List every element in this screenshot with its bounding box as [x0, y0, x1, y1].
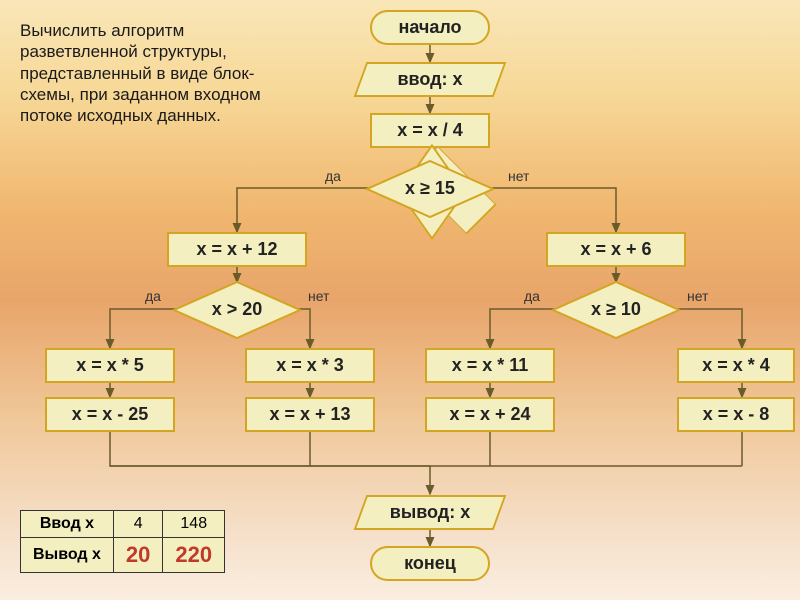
table-header-output: Вывод x	[21, 538, 114, 573]
process-div4: x = x / 4	[370, 113, 490, 148]
edge-label-dright-yes: да	[524, 288, 540, 304]
edge-label-dleft-yes: да	[145, 288, 161, 304]
process-r-no-mul4: x = x * 4	[677, 348, 795, 383]
edge-label-dright-no: нет	[687, 288, 708, 304]
process-left-add12: x = x + 12	[167, 232, 307, 267]
io-output: вывод: x	[354, 495, 507, 530]
process-r-no-sub8: x = x - 8	[677, 397, 795, 432]
terminator-end: конец	[370, 546, 490, 581]
process-r-yes-mul11: x = x * 11	[425, 348, 555, 383]
table-cell-output: 20	[113, 538, 162, 573]
process-l-no-mul3: x = x * 3	[245, 348, 375, 383]
table-cell: 148	[163, 511, 225, 538]
table-row: Ввод x 4 148	[21, 511, 225, 538]
decision-x-ge-10-shape	[551, 280, 681, 340]
results-table: Ввод x 4 148 Вывод x 20 220	[20, 510, 225, 573]
task-description: Вычислить алгоритм разветвленной структу…	[20, 20, 280, 126]
process-l-no-add13: x = x + 13	[245, 397, 375, 432]
flowchart-canvas: Вычислить алгоритм разветвленной структу…	[0, 0, 800, 600]
io-input-label: ввод: x	[362, 64, 498, 95]
process-r-yes-add24: x = x + 24	[425, 397, 555, 432]
io-input: ввод: x	[354, 62, 507, 97]
edge-label-d1-yes: да	[325, 168, 341, 184]
terminator-start: начало	[370, 10, 490, 45]
decision-x-ge-15-shape	[365, 159, 495, 219]
process-l-yes-mul5: x = x * 5	[45, 348, 175, 383]
table-header-input: Ввод x	[21, 511, 114, 538]
io-output-label: вывод: x	[362, 497, 498, 528]
table-row: Вывод x 20 220	[21, 538, 225, 573]
decision-x-gt-20-shape	[172, 280, 302, 340]
edge-label-d1-no: нет	[508, 168, 529, 184]
table-cell: 4	[113, 511, 162, 538]
edge-label-dleft-no: нет	[308, 288, 329, 304]
table-cell-output: 220	[163, 538, 225, 573]
process-l-yes-sub25: x = x - 25	[45, 397, 175, 432]
process-right-add6: x = x + 6	[546, 232, 686, 267]
